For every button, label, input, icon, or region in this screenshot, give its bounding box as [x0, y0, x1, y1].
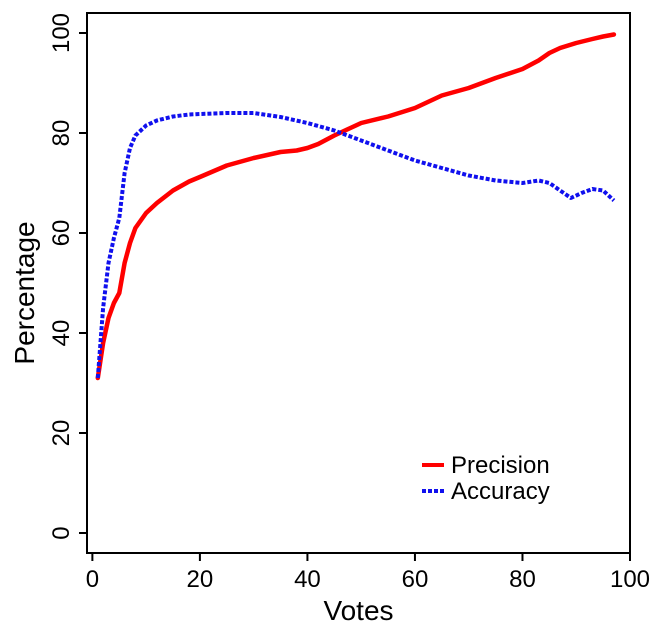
plot-frame [86, 12, 631, 554]
y-tick-label: 20 [48, 420, 75, 447]
x-tick-label: 0 [86, 566, 99, 593]
x-tick-label: 60 [402, 566, 429, 593]
x-tick-label: 80 [509, 566, 536, 593]
y-axis-title: Percentage [9, 221, 40, 364]
plot-area [86, 12, 631, 554]
series-line-precision [95, 32, 617, 381]
y-tick-label: 100 [48, 13, 75, 53]
legend-label-accuracy: Accuracy [451, 478, 550, 505]
y-tick-label: 40 [48, 320, 75, 347]
series-layer [95, 32, 617, 381]
x-tick-label: 100 [610, 566, 650, 593]
axes-layer: 0 20 40 60 80 100 0 20 40 60 80 100 Votes Percentage [9, 13, 650, 626]
series-line-accuracy [95, 111, 616, 379]
y-tick-label: 80 [48, 120, 75, 147]
x-tick-label: 40 [294, 566, 321, 593]
legend-label-precision: Precision [451, 452, 550, 479]
x-tick-label: 20 [187, 566, 214, 593]
x-axis-title: Votes [323, 595, 393, 626]
y-tick-label: 60 [48, 220, 75, 247]
y-tick-label: 0 [48, 526, 75, 539]
